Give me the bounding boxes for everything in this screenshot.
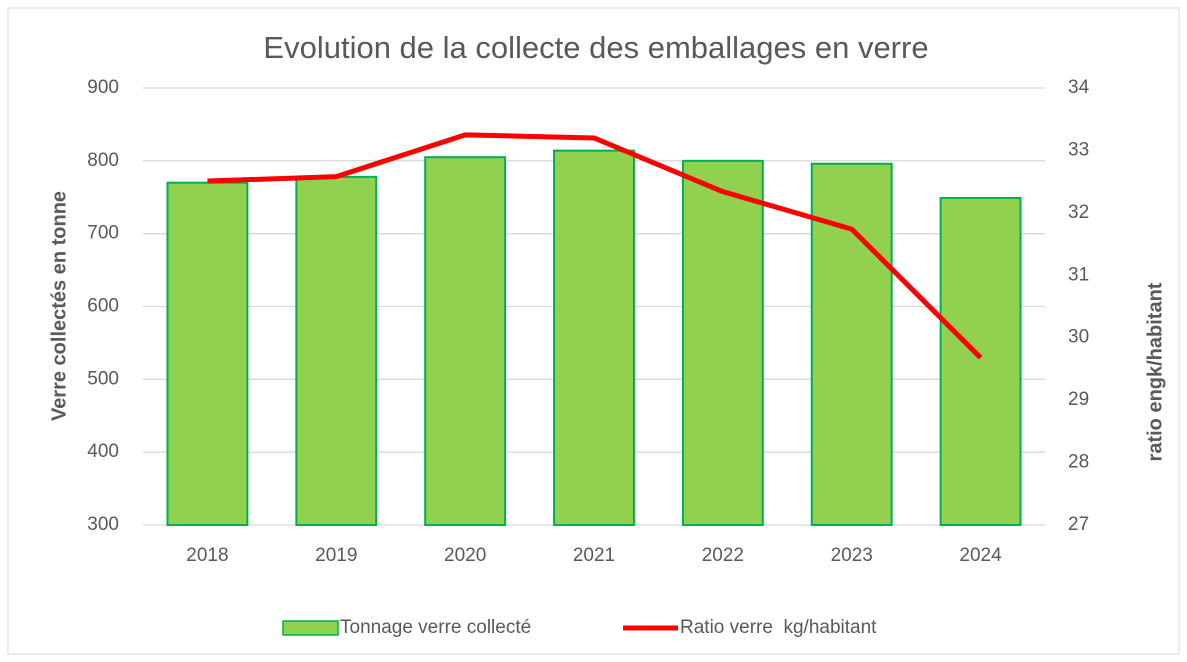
- bar: [295, 175, 378, 527]
- y2-tick-label: 34: [1068, 77, 1090, 98]
- y-axis-label: Verre collectés en tonne: [48, 191, 70, 421]
- y2-tick-label: 28: [1068, 452, 1089, 473]
- x-tick-label: 2019: [315, 545, 357, 566]
- y2-tick-label: 31: [1068, 264, 1089, 285]
- y2-tick-label: 27: [1068, 514, 1089, 535]
- y2-axis-label: ratio engk/habitant: [1144, 282, 1166, 461]
- x-tick-label: 2021: [573, 545, 615, 566]
- legend-swatch: [282, 620, 339, 636]
- legend-label: Tonnage verre collecté: [340, 617, 531, 638]
- bar: [939, 196, 1022, 526]
- y2-tick-label: 32: [1068, 202, 1089, 223]
- y-tick-label: 400: [87, 441, 119, 462]
- y-tick-label: 600: [87, 296, 119, 317]
- y2-tick-label: 33: [1068, 139, 1089, 160]
- x-tick-label: 2024: [959, 545, 1002, 566]
- y2-tick-label: 30: [1068, 327, 1089, 348]
- y-tick-label: 700: [87, 223, 119, 244]
- bar: [681, 159, 764, 526]
- bar: [166, 181, 249, 527]
- y-tick-label: 500: [87, 368, 119, 389]
- x-tick-label: 2018: [186, 545, 228, 566]
- y-tick-label: 900: [87, 77, 119, 98]
- x-tick-label: 2022: [702, 545, 744, 566]
- chart-title: Evolution de la collecte des emballages …: [263, 30, 928, 65]
- x-tick-label: 2023: [831, 545, 873, 566]
- legend-label: Ratio verre kg/habitant: [680, 617, 877, 638]
- bar: [553, 149, 635, 527]
- y-tick-label: 800: [87, 150, 119, 171]
- y-tick-label: 300: [87, 514, 119, 535]
- y2-tick-label: 29: [1068, 389, 1089, 410]
- bar: [424, 156, 507, 526]
- line: [207, 132, 983, 360]
- bar: [810, 162, 893, 526]
- x-tick-label: 2020: [444, 545, 486, 566]
